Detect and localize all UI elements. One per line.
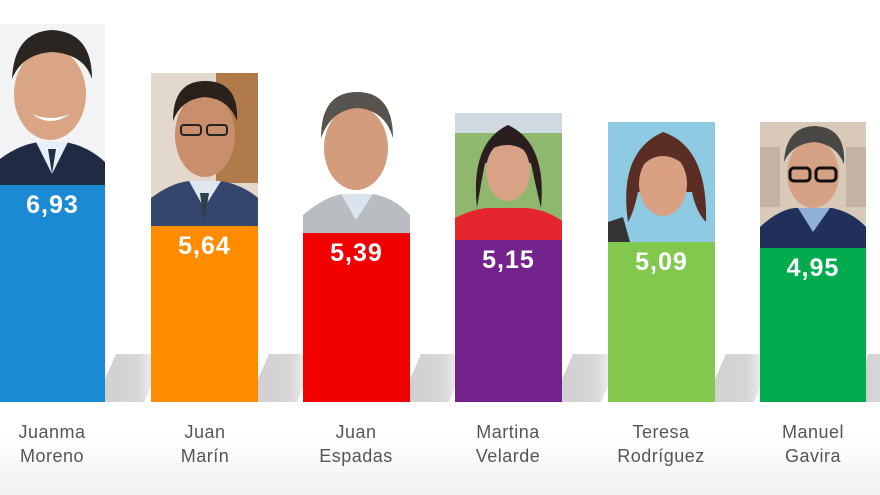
candidate-name: Juan Marín [180, 422, 230, 466]
candidate-photo-martina-velarde [455, 113, 562, 240]
bar-juanma-moreno: 6,93 [0, 185, 105, 402]
bar-teresa-rodriguez: 5,09 [608, 242, 715, 402]
bar-value: 5,39 [330, 239, 383, 267]
portrait-icon [303, 90, 410, 233]
bar-juan-espadas: 5,39 [303, 233, 410, 402]
bar-value: 4,95 [786, 254, 840, 282]
candidate-photo-manuel-gavira [760, 122, 866, 248]
bar-martina-velarde: 5,15 [455, 240, 562, 402]
candidate-photo-teresa-rodriguez [608, 122, 715, 242]
bar-value: 6,93 [26, 191, 79, 219]
portrait-icon [455, 113, 562, 240]
candidate-photo-juan-espadas [303, 90, 410, 233]
bar-value: 5,15 [482, 246, 535, 274]
bar-value: 5,09 [635, 248, 688, 276]
portrait-icon [760, 122, 866, 248]
candidate-photo-juan-marin [151, 73, 258, 226]
portrait-icon [151, 73, 258, 226]
candidate-name: Manuel Gavira [781, 422, 845, 466]
portrait-icon [0, 24, 105, 185]
bar-juan-marin: 5,64 [151, 226, 258, 402]
portrait-icon [608, 122, 715, 242]
candidate-name: Juanma Moreno [18, 422, 86, 466]
candidate-name: Juan Espadas [319, 422, 393, 466]
candidate-name: Martina Velarde [475, 422, 541, 466]
candidate-name: Teresa Rodríguez [617, 422, 705, 466]
candidate-photo-juanma-moreno [0, 24, 105, 185]
bar-manuel-gavira: 4,95 [760, 248, 866, 402]
bar-value: 5,64 [178, 232, 231, 260]
